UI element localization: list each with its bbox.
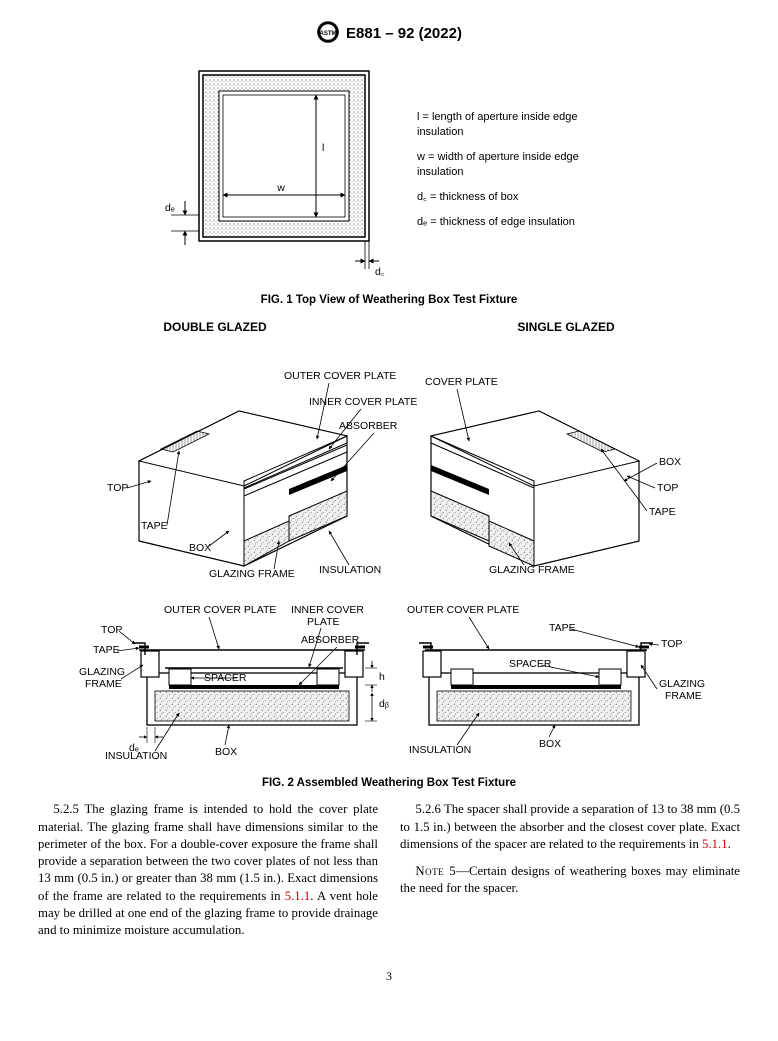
body-text: 5.2.5 The glazing frame is intended to h… [38, 801, 740, 939]
svg-text:INSULATION: INSULATION [409, 744, 471, 756]
page-header: ASTM E881 – 92 (2022) [38, 20, 740, 49]
standard-title: E881 – 92 (2022) [346, 24, 462, 44]
svg-text:GLAZING FRAME: GLAZING FRAME [209, 568, 295, 580]
figure-1: w l dₑ d꜀ l = length of aperture inside … [38, 63, 740, 288]
svg-text:INNER COVER: INNER COVER [291, 604, 364, 616]
svg-text:SPACER: SPACER [509, 658, 552, 670]
para-5-2-5: 5.2.5 The glazing frame is intended to h… [38, 801, 378, 939]
svg-text:BOX: BOX [539, 738, 561, 750]
svg-text:INSULATION: INSULATION [319, 564, 381, 576]
svg-text:OUTER COVER PLATE: OUTER COVER PLATE [284, 370, 396, 382]
sec-right: SPACER OUTER COVER PLATE TAPE TOP GLAZIN… [407, 604, 705, 756]
para-5-2-6: 5.2.6 The spacer shall provide a separat… [400, 801, 740, 853]
svg-text:d꜀: d꜀ [375, 266, 385, 278]
svg-text:GLAZING: GLAZING [659, 678, 705, 690]
note-5: Note 5—Certain designs of weathering box… [400, 863, 740, 898]
figure-2-iso: TOP TAPE BOX GLAZING FRAME INSULATION OU… [38, 341, 740, 586]
svg-text:ASTM: ASTM [320, 31, 337, 37]
def-de: dₑ = thickness of edge insulation [417, 215, 617, 230]
svg-text:GLAZING FRAME: GLAZING FRAME [489, 564, 575, 576]
figure-1-definitions: l = length of aperture inside edge insul… [417, 110, 617, 239]
svg-text:ABSORBER: ABSORBER [339, 420, 398, 432]
figure-2-section: SPACER h dᵦ [38, 595, 740, 770]
head-single: SINGLE GLAZED [517, 319, 614, 335]
link-5-1-1-b[interactable]: 5.1.1 [702, 837, 728, 851]
svg-text:OUTER COVER PLATE: OUTER COVER PLATE [407, 604, 519, 616]
svg-text:INNER COVER PLATE: INNER COVER PLATE [309, 396, 417, 408]
svg-text:TAPE: TAPE [549, 622, 576, 634]
svg-text:OUTER COVER PLATE: OUTER COVER PLATE [164, 604, 276, 616]
svg-text:dᵦ: dᵦ [379, 698, 389, 710]
iso-left: TOP TAPE BOX GLAZING FRAME INSULATION OU… [107, 370, 417, 580]
figure-1-svg: w l dₑ d꜀ [161, 63, 391, 288]
svg-text:BOX: BOX [215, 746, 237, 758]
svg-text:w: w [276, 182, 285, 194]
iso-right: COVER PLATE BOX TOP TAPE GLAZING FRAME [425, 376, 681, 576]
svg-text:FRAME: FRAME [665, 690, 702, 702]
svg-text:BOX: BOX [659, 456, 681, 468]
figure-2-caption: FIG. 2 Assembled Weathering Box Test Fix… [38, 776, 740, 792]
head-double: DOUBLE GLAZED [163, 319, 266, 335]
svg-text:GLAZING: GLAZING [79, 666, 125, 678]
svg-text:COVER PLATE: COVER PLATE [425, 376, 498, 388]
svg-text:ABSORBER: ABSORBER [301, 634, 360, 646]
svg-text:h: h [379, 671, 385, 683]
svg-text:TOP: TOP [101, 624, 122, 636]
svg-text:TAPE: TAPE [649, 506, 676, 518]
svg-text:dₑ: dₑ [165, 202, 175, 214]
svg-text:TOP: TOP [107, 482, 128, 494]
svg-text:TOP: TOP [661, 638, 682, 650]
astm-logo-icon: ASTM [316, 20, 340, 49]
sec-left: SPACER h dᵦ [79, 604, 389, 762]
figure-1-caption: FIG. 1 Top View of Weathering Box Test F… [38, 293, 740, 309]
svg-text:TAPE: TAPE [141, 520, 168, 532]
svg-text:BOX: BOX [189, 542, 211, 554]
page-number: 3 [38, 968, 740, 984]
svg-text:FRAME: FRAME [85, 678, 122, 690]
link-5-1-1-a[interactable]: 5.1.1 [285, 889, 311, 903]
svg-text:INSULATION: INSULATION [105, 750, 167, 762]
svg-text:PLATE: PLATE [307, 616, 339, 628]
def-l: l = length of aperture inside edge insul… [417, 110, 617, 140]
def-dc: d꜀ = thickness of box [417, 190, 617, 205]
svg-text:TAPE: TAPE [93, 644, 120, 656]
glazing-heads: DOUBLE GLAZED SINGLE GLAZED [38, 319, 740, 335]
svg-text:l: l [322, 142, 324, 154]
svg-text:TOP: TOP [657, 482, 678, 494]
def-w: w = width of aperture inside edge insula… [417, 150, 617, 180]
